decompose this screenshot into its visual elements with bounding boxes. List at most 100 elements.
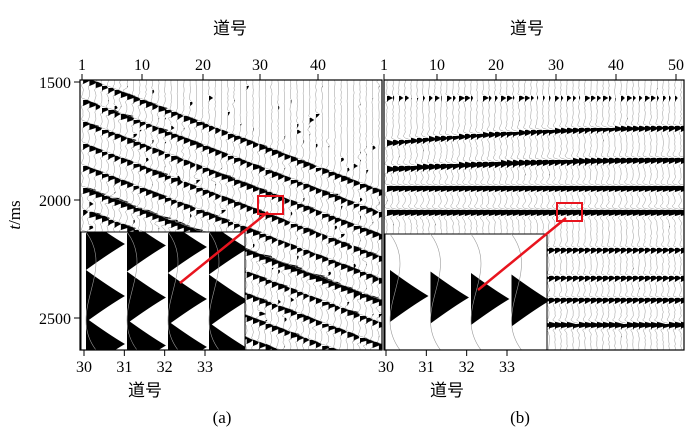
trace-wiggle-b49 — [678, 80, 684, 350]
inset-trace-line — [126, 232, 138, 350]
trace-fill-a43 — [353, 164, 362, 342]
inset-wavelet — [86, 318, 125, 350]
trace-fill-a39 — [328, 146, 341, 350]
trace-wiggle-b28 — [551, 80, 569, 350]
trace-fill-a33 — [290, 100, 303, 340]
trace-wiggle-b45 — [653, 80, 671, 350]
trace-fill-a5 — [114, 90, 129, 318]
inset-wavelet — [168, 273, 207, 325]
tick-label: 10 — [134, 57, 150, 74]
time-axis-ticks: 1500 2000 2500 — [39, 75, 80, 328]
tick-label: 10 — [429, 57, 445, 74]
trace-fill-a42 — [347, 168, 359, 338]
trace-wiggle-a32 — [280, 80, 299, 350]
trace-fill-a0 — [83, 80, 97, 304]
trace-fill-a44 — [360, 104, 371, 344]
trace-wiggle-b47 — [666, 80, 683, 350]
trace-fill-a30 — [271, 150, 282, 350]
trace-wiggle-a26 — [243, 80, 258, 350]
trace-wiggle-b39 — [617, 80, 635, 350]
trace-wiggle-b32 — [576, 80, 593, 350]
tick-label: 40 — [608, 57, 624, 74]
inset-trace-line — [208, 232, 220, 350]
trace-wiggle-b35 — [594, 80, 611, 350]
inset-wavelet — [86, 270, 125, 322]
trace-wiggle-b40 — [624, 80, 641, 350]
trace-wiggle-a45 — [362, 80, 381, 350]
panel-a-top-ticks: 1 10 20 30 40 — [78, 57, 326, 80]
tick-label: 2000 — [39, 193, 71, 210]
tick-label: 20 — [195, 57, 211, 74]
panel-b-inset-ticks: 30 31 32 33 — [378, 350, 515, 376]
trace-wiggle-b44 — [647, 80, 665, 350]
trace-fill-a32 — [284, 136, 299, 348]
tick-label: 1500 — [39, 75, 71, 92]
panel-b-zoom-box — [556, 202, 583, 222]
trace-wiggle-a34 — [294, 80, 308, 350]
panel-a-frame — [79, 79, 383, 351]
trace-wiggle-a42 — [344, 80, 360, 350]
panel-b-inset-axis-label: 道号 — [430, 381, 464, 400]
trace-wiggle-b48 — [671, 80, 684, 350]
trace-fill-a2 — [95, 82, 106, 308]
inset-trace-line — [511, 234, 522, 350]
tick-label: 1 — [78, 57, 86, 74]
tick-label: 50 — [668, 57, 684, 74]
inset-wavelet — [209, 322, 245, 350]
inset-wavelet — [127, 271, 166, 324]
panel-b-frame — [383, 79, 685, 351]
panel-b-inset — [384, 233, 548, 351]
inset-wavelet — [471, 273, 510, 325]
panel-a-inset-axis-label: 道号 — [128, 381, 162, 400]
trace-fill-a26 — [246, 86, 257, 344]
panel-a-top-axis-label: 道号 — [213, 19, 247, 38]
trace-fill-a37 — [315, 114, 329, 348]
trace-wiggle-a27 — [250, 80, 263, 350]
trace-fill-a8 — [133, 96, 143, 324]
trace-fill-a31 — [278, 106, 289, 350]
trace-wiggle-b34 — [587, 80, 605, 350]
inset-trace-line — [85, 232, 97, 350]
tick-label: 32 — [157, 359, 173, 376]
trace-wiggle-a43 — [351, 80, 363, 350]
trace-fill-a23 — [227, 112, 237, 338]
trace-wiggle-b33 — [581, 80, 598, 350]
trace-wiggle-b31 — [570, 80, 587, 350]
panel-a: 1 10 20 30 40 30 31 32 33 道号 道号 (a) — [76, 19, 383, 427]
tick-label: 30 — [252, 57, 268, 74]
trace-fill-a6 — [120, 92, 134, 318]
inset-wavelet — [209, 232, 245, 275]
time-axis-label-unit: /ms — [5, 200, 24, 225]
panel-b-zoom-line — [477, 217, 567, 291]
tick-label: 1 — [380, 57, 388, 74]
tick-label: 31 — [418, 359, 434, 376]
trace-fill-a46 — [372, 98, 382, 348]
tick-label: 33 — [197, 359, 213, 376]
trace-fill-b48 — [675, 96, 684, 330]
inset-trace-line — [167, 232, 179, 350]
trace-fill-a12 — [158, 106, 172, 332]
inset-wavelet — [127, 319, 166, 350]
tick-label: 30 — [548, 57, 564, 74]
tick-label: 40 — [310, 57, 326, 74]
time-axis-label: t/ms — [5, 200, 24, 229]
trace-fill-b39 — [621, 96, 634, 338]
inset-wavelet — [209, 274, 245, 327]
inset-wavelet — [430, 271, 469, 324]
trace-wiggle-a38 — [318, 80, 334, 350]
tick-label: 2500 — [39, 311, 71, 328]
trace-wiggle-a44 — [356, 80, 371, 350]
panel-a-inset-wiggles — [85, 232, 245, 350]
panel-b-top-axis-label: 道号 — [510, 19, 544, 38]
tick-label: 30 — [378, 359, 394, 376]
tick-label: 20 — [488, 57, 504, 74]
inset-trace-line — [430, 234, 441, 350]
trace-wiggle-b36 — [599, 80, 617, 350]
trace-wiggle-a41 — [338, 80, 354, 350]
inset-wavelet — [168, 321, 207, 350]
panel-a-inset — [80, 231, 246, 351]
trace-wiggle-b37 — [605, 80, 623, 350]
trace-wiggle-a35 — [300, 80, 315, 350]
trace-wiggle-b38 — [611, 80, 629, 350]
